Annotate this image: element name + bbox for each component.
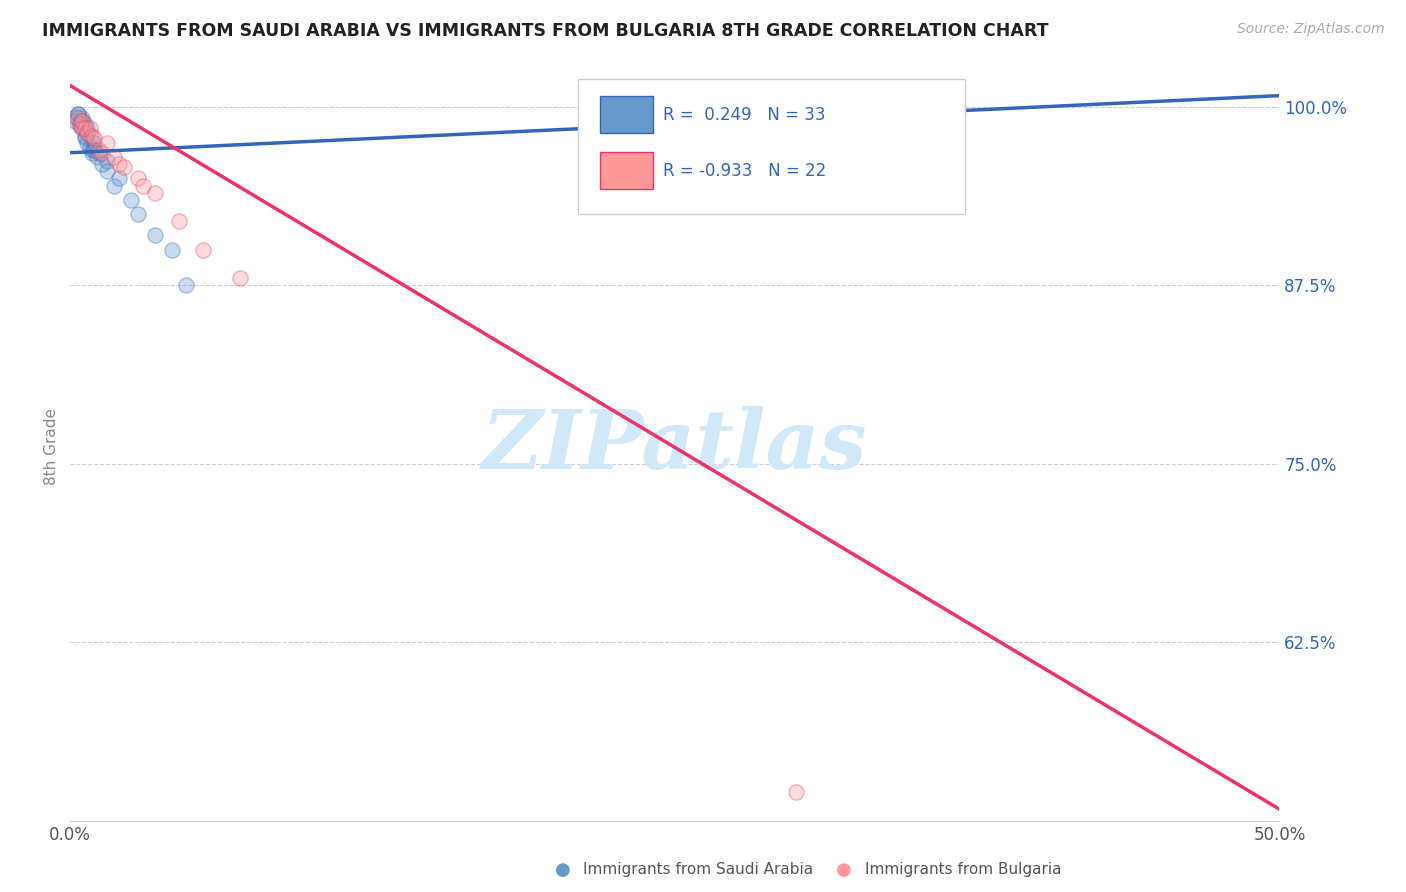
Point (90, 157, 112, 171)
Text: ●: ● (835, 861, 852, 879)
Point (96, 136, 118, 150)
Point (89, 145, 111, 160)
Point (107, 157, 129, 171)
Point (80, 145, 103, 160)
Point (66, 107, 89, 121)
Point (80, 128, 103, 143)
FancyBboxPatch shape (578, 78, 965, 214)
Point (63, 110, 86, 124)
Text: R =  0.249   N = 33: R = 0.249 N = 33 (662, 106, 825, 124)
Point (176, 278, 198, 293)
Point (69, 114, 91, 128)
Point (107, 171, 129, 186)
Y-axis label: 8th Grade: 8th Grade (44, 408, 59, 484)
Point (73, 131, 96, 145)
Point (132, 178, 155, 193)
Point (76, 126, 98, 140)
Text: Immigrants from Bulgaria: Immigrants from Bulgaria (865, 863, 1062, 877)
Text: ●: ● (554, 861, 571, 879)
Point (127, 207, 149, 221)
Point (112, 160, 135, 174)
Point (79, 121, 101, 136)
Point (120, 193, 142, 207)
FancyBboxPatch shape (600, 153, 654, 189)
Text: Immigrants from Saudi Arabia: Immigrants from Saudi Arabia (583, 863, 814, 877)
Point (96, 154, 118, 169)
FancyBboxPatch shape (600, 96, 654, 133)
Point (80, 143, 103, 157)
Point (143, 186, 166, 200)
Text: R = -0.933   N = 22: R = -0.933 N = 22 (662, 162, 827, 180)
Point (79, 140, 101, 154)
Point (785, 785, 807, 799)
Point (63, 114, 86, 128)
Point (160, 243, 183, 257)
Point (228, 271, 250, 285)
Point (96, 164, 118, 178)
Point (193, 243, 215, 257)
Point (72, 121, 94, 136)
Point (72, 112, 94, 126)
Point (66, 107, 89, 121)
Point (127, 171, 149, 186)
Point (76, 126, 98, 140)
Point (69, 119, 91, 133)
Point (76, 136, 98, 150)
Point (103, 178, 125, 193)
Text: IMMIGRANTS FROM SAUDI ARABIA VS IMMIGRANTS FROM BULGARIA 8TH GRADE CORRELATION C: IMMIGRANTS FROM SAUDI ARABIA VS IMMIGRAN… (42, 22, 1049, 40)
Point (83, 136, 105, 150)
Point (83, 131, 105, 145)
Point (73, 121, 96, 136)
Point (72, 114, 94, 128)
Point (66, 112, 89, 126)
Point (83, 143, 105, 157)
Text: Source: ZipAtlas.com: Source: ZipAtlas.com (1237, 22, 1385, 37)
Point (86, 150, 108, 164)
Point (103, 150, 125, 164)
Point (76, 121, 98, 136)
Point (73, 128, 96, 143)
Point (143, 228, 166, 243)
Point (73, 117, 96, 131)
Point (167, 214, 190, 228)
Point (72, 114, 94, 128)
Point (89, 143, 111, 157)
Point (69, 117, 91, 131)
Point (72, 121, 94, 136)
Text: ZIPatlas: ZIPatlas (482, 406, 868, 486)
Point (79, 128, 101, 143)
Point (90, 145, 112, 160)
